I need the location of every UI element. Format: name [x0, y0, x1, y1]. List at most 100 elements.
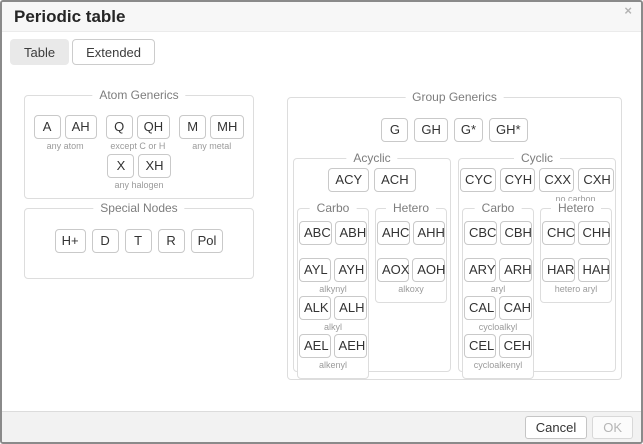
button-a[interactable]: A — [33, 115, 61, 139]
button-abc[interactable]: ABC — [299, 221, 332, 245]
any-atom-pair: A AH any atom — [33, 115, 97, 151]
any-metal-pair: M MH any metal — [179, 115, 245, 151]
button-g[interactable]: G — [381, 118, 409, 142]
right-column: Group Generics G GH G* GH* Acyclic ACY A… — [287, 90, 622, 411]
button-aoh[interactable]: AOH — [412, 258, 445, 282]
atom-generics-legend: Atom Generics — [92, 88, 186, 103]
dialog-content: Atom Generics A AH any atom Q QH — [2, 65, 641, 411]
any-atom-hint: any atom — [46, 141, 84, 151]
no-carbon-hint: no carbon — [555, 194, 596, 204]
hetero-aryl-hint: hetero aryl — [554, 284, 598, 294]
button-acy[interactable]: ACY — [328, 168, 370, 192]
button-gh-star[interactable]: GH* — [489, 118, 528, 142]
button-ahc[interactable]: AHC — [377, 221, 410, 245]
alkoxy-hint: alkoxy — [398, 284, 424, 294]
acyclic-carbo-group: Carbo ABC ABH AYL AYH alkynyl — [297, 201, 369, 379]
button-chh[interactable]: CHH — [577, 221, 611, 245]
acyclic-hetero-legend: Hetero — [385, 201, 437, 216]
any-metal-hint: any metal — [192, 141, 232, 151]
button-cbh[interactable]: CBH — [499, 221, 532, 245]
tab-bar: Table Extended — [2, 32, 641, 65]
button-cal[interactable]: CAL — [464, 296, 496, 320]
cycloalkyl-hint: cycloalkyl — [478, 322, 518, 332]
button-ah[interactable]: AH — [64, 115, 97, 139]
special-nodes-group: Special Nodes H+ D T R Pol — [24, 201, 254, 279]
button-g-star[interactable]: G* — [453, 118, 484, 142]
button-mh[interactable]: MH — [210, 115, 245, 139]
button-t[interactable]: T — [124, 229, 152, 253]
button-cah[interactable]: CAH — [498, 296, 532, 320]
acyclic-carbo-legend: Carbo — [309, 201, 357, 216]
group-generics-subgroups: Acyclic ACY ACH Carbo ABC ABH — [293, 151, 616, 379]
group-generics-top-row: G GH G* GH* — [293, 118, 616, 142]
button-cyc[interactable]: CYC — [460, 168, 496, 192]
cyclic-carbo-group: Carbo CBC CBH ARY ARH aryl — [462, 201, 534, 379]
button-cyh[interactable]: CYH — [499, 168, 536, 192]
cyclic-group: Cyclic CYC CYH CXX CXH no carbon — [458, 151, 616, 379]
left-column: Atom Generics A AH any atom Q QH — [24, 88, 254, 411]
button-alk[interactable]: ALK — [299, 296, 332, 320]
atom-generics-group: Atom Generics A AH any atom Q QH — [24, 88, 254, 199]
button-chc[interactable]: CHC — [542, 221, 575, 245]
atom-generics-row1: A AH any atom Q QH except C or H — [31, 115, 247, 151]
cyclic-legend: Cyclic — [514, 151, 560, 166]
tab-extended[interactable]: Extended — [72, 39, 156, 65]
button-qh[interactable]: QH — [136, 115, 171, 139]
except-c-or-h-hint: except C or H — [110, 141, 166, 151]
cyclic-carbo-legend: Carbo — [474, 201, 522, 216]
button-cbc[interactable]: CBC — [464, 221, 497, 245]
button-m[interactable]: M — [179, 115, 207, 139]
acyclic-top-row: ACY ACH — [295, 168, 449, 192]
button-q[interactable]: Q — [105, 115, 133, 139]
button-r[interactable]: R — [157, 229, 185, 253]
group-generics-group: Group Generics G GH G* GH* Acyclic ACY A… — [287, 90, 622, 380]
button-cxx[interactable]: CXX — [539, 168, 575, 192]
special-nodes-legend: Special Nodes — [93, 201, 185, 216]
button-arh[interactable]: ARH — [499, 258, 532, 282]
button-xh[interactable]: XH — [138, 154, 171, 178]
close-icon[interactable]: × — [624, 3, 632, 18]
dialog-header: Periodic table × — [2, 2, 641, 32]
button-aeh[interactable]: AEH — [333, 334, 367, 358]
button-ayh[interactable]: AYH — [333, 258, 367, 282]
alkynyl-hint: alkynyl — [319, 284, 347, 294]
button-ayl[interactable]: AYL — [299, 258, 331, 282]
button-ceh[interactable]: CEH — [498, 334, 532, 358]
button-har[interactable]: HAR — [542, 258, 575, 282]
button-ary[interactable]: ARY — [464, 258, 497, 282]
button-x[interactable]: X — [107, 154, 135, 178]
group-generics-legend: Group Generics — [405, 90, 504, 105]
button-ach[interactable]: ACH — [374, 168, 416, 192]
button-alh[interactable]: ALH — [334, 296, 367, 320]
except-c-or-h-pair: Q QH except C or H — [105, 115, 171, 151]
button-cel[interactable]: CEL — [464, 334, 496, 358]
button-h-plus[interactable]: H+ — [54, 229, 86, 253]
button-ael[interactable]: AEL — [299, 334, 331, 358]
cycloalkenyl-hint: cycloalkenyl — [473, 360, 523, 370]
cancel-button[interactable]: Cancel — [524, 415, 588, 439]
acyclic-group: Acyclic ACY ACH Carbo ABC ABH — [293, 151, 451, 379]
button-d[interactable]: D — [91, 229, 119, 253]
button-aox[interactable]: AOX — [377, 258, 409, 282]
acyclic-hetero-group: Hetero AHC AHH AOX AOH alkoxy — [375, 201, 447, 303]
alkyl-hint: alkyl — [323, 322, 342, 332]
no-carbon-hint-row: no carbon — [460, 194, 614, 204]
cyclic-leaf-row: Carbo CBC CBH ARY ARH aryl — [460, 201, 614, 379]
atom-generics-row2: X XH any halogen — [31, 154, 247, 190]
button-pol[interactable]: Pol — [190, 229, 224, 253]
dialog-footer: Cancel OK — [2, 411, 641, 442]
tab-table[interactable]: Table — [10, 39, 70, 65]
any-halogen-pair: X XH any halogen — [107, 154, 171, 190]
button-abh[interactable]: ABH — [334, 221, 367, 245]
button-cxh[interactable]: CXH — [578, 168, 615, 192]
any-halogen-hint: any halogen — [114, 180, 164, 190]
button-gh[interactable]: GH — [414, 118, 448, 142]
button-hah[interactable]: HAH — [577, 258, 610, 282]
button-ahh[interactable]: AHH — [412, 221, 445, 245]
acyclic-leaf-row: Carbo ABC ABH AYL AYH alkynyl — [295, 201, 449, 379]
ok-button[interactable]: OK — [592, 415, 633, 439]
acyclic-legend: Acyclic — [346, 151, 398, 166]
alkenyl-hint: alkenyl — [318, 360, 347, 370]
aryl-hint: aryl — [490, 284, 506, 294]
